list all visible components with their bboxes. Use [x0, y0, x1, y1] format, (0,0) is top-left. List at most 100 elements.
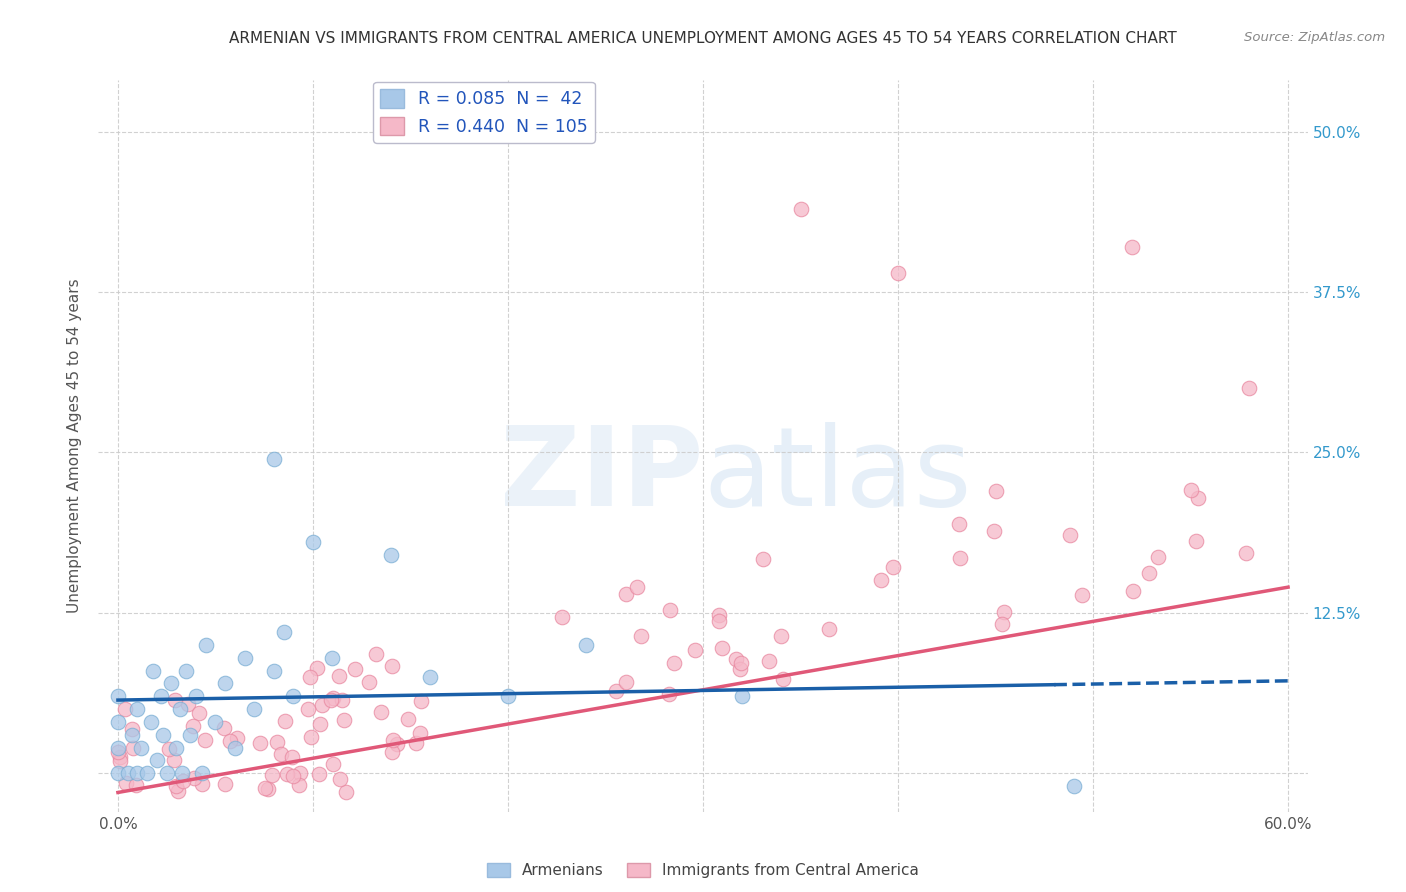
- Point: [882, 560, 904, 574]
- Point: [335, 785, 357, 799]
- Point: [108, 750, 131, 764]
- Point: [307, 660, 329, 674]
- Point: [1070, 588, 1092, 602]
- Point: [662, 656, 685, 670]
- Point: [266, 735, 288, 749]
- Point: [308, 767, 330, 781]
- Point: [1237, 381, 1260, 395]
- Point: [273, 714, 295, 728]
- Point: [385, 737, 408, 751]
- Point: [411, 694, 433, 708]
- Point: [1187, 491, 1209, 505]
- Point: [1185, 534, 1208, 549]
- Point: [121, 728, 143, 742]
- Point: [772, 672, 794, 686]
- Point: [127, 766, 149, 780]
- Point: [179, 728, 201, 742]
- Point: [107, 745, 129, 759]
- Point: [263, 451, 285, 466]
- Point: [226, 731, 249, 745]
- Point: [887, 266, 910, 280]
- Point: [288, 778, 311, 792]
- Point: [333, 713, 356, 727]
- Point: [139, 714, 162, 729]
- Point: [614, 675, 637, 690]
- Point: [658, 687, 681, 701]
- Point: [165, 692, 187, 706]
- Point: [224, 740, 246, 755]
- Point: [233, 650, 256, 665]
- Point: [214, 676, 236, 690]
- Point: [263, 664, 285, 678]
- Point: [357, 675, 380, 690]
- Point: [276, 766, 298, 780]
- Point: [188, 706, 211, 720]
- Point: [288, 765, 311, 780]
- Point: [309, 716, 332, 731]
- Legend: R = 0.085  N =  42, R = 0.440  N = 105: R = 0.085 N = 42, R = 0.440 N = 105: [373, 82, 595, 143]
- Point: [496, 690, 519, 704]
- Point: [630, 629, 652, 643]
- Point: [184, 690, 207, 704]
- Point: [770, 629, 793, 643]
- Point: [1121, 240, 1143, 254]
- Point: [194, 638, 217, 652]
- Text: ZIP: ZIP: [499, 422, 703, 529]
- Point: [108, 755, 131, 769]
- Point: [626, 580, 648, 594]
- Point: [370, 705, 392, 719]
- Point: [616, 587, 638, 601]
- Point: [114, 702, 136, 716]
- Point: [328, 668, 350, 682]
- Point: [249, 736, 271, 750]
- Point: [156, 766, 179, 780]
- Point: [204, 714, 226, 729]
- Point: [167, 784, 190, 798]
- Point: [127, 702, 149, 716]
- Point: [381, 659, 404, 673]
- Point: [172, 766, 194, 780]
- Point: [243, 702, 266, 716]
- Point: [124, 778, 146, 792]
- Point: [707, 607, 730, 622]
- Point: [298, 669, 321, 683]
- Point: [409, 726, 432, 740]
- Point: [149, 690, 172, 704]
- Point: [343, 662, 366, 676]
- Point: [273, 625, 295, 640]
- Point: [789, 202, 811, 216]
- Legend: Armenians, Immigrants from Central America: Armenians, Immigrants from Central Ameri…: [481, 856, 925, 884]
- Point: [381, 745, 404, 759]
- Point: [366, 648, 388, 662]
- Point: [122, 740, 145, 755]
- Point: [299, 730, 322, 744]
- Text: atlas: atlas: [703, 422, 972, 529]
- Point: [991, 617, 1014, 632]
- Point: [214, 777, 236, 791]
- Text: Source: ZipAtlas.com: Source: ZipAtlas.com: [1244, 31, 1385, 45]
- Point: [107, 740, 129, 755]
- Point: [191, 766, 214, 780]
- Point: [157, 741, 180, 756]
- Point: [165, 740, 187, 755]
- Point: [1147, 549, 1170, 564]
- Point: [949, 550, 972, 565]
- Point: [730, 662, 752, 676]
- Point: [984, 483, 1007, 498]
- Point: [174, 664, 197, 678]
- Point: [1063, 779, 1085, 793]
- Point: [551, 609, 574, 624]
- Point: [121, 722, 143, 736]
- Point: [709, 614, 731, 628]
- Text: ARMENIAN VS IMMIGRANTS FROM CENTRAL AMERICA UNEMPLOYMENT AMONG AGES 45 TO 54 YEA: ARMENIAN VS IMMIGRANTS FROM CENTRAL AMER…: [229, 31, 1177, 46]
- Point: [683, 642, 706, 657]
- Point: [169, 702, 191, 716]
- Point: [191, 777, 214, 791]
- Point: [212, 722, 235, 736]
- Point: [152, 728, 174, 742]
- Point: [281, 749, 304, 764]
- Point: [731, 690, 754, 704]
- Point: [419, 670, 441, 684]
- Point: [302, 535, 325, 549]
- Point: [177, 697, 200, 711]
